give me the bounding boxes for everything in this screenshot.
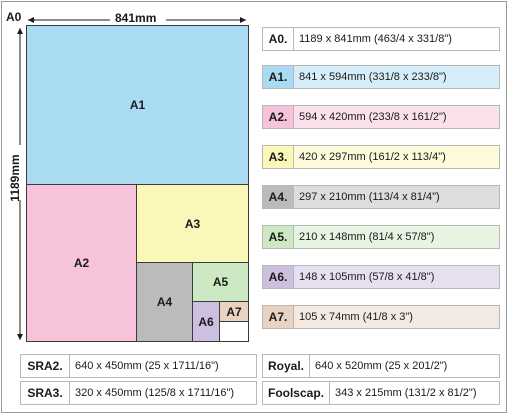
legend-tag: A1. <box>262 65 294 89</box>
a3-label: A3 <box>184 216 201 231</box>
a8-area <box>219 321 249 342</box>
bottom-tag: Foolscap. <box>262 381 330 405</box>
legend-desc: 841 x 594mm (331/8 x 233/8") <box>294 65 500 89</box>
bottom-row-sra2: SRA2. 640 x 450mm (25 x 1711/16") <box>20 354 257 378</box>
legend-desc: 420 x 297mm (161/2 x 113/4") <box>294 145 500 169</box>
bottom-desc: 640 x 450mm (25 x 1711/16") <box>70 354 257 378</box>
bottom-row-foolscap: Foolscap. 343 x 215mm (131/2 x 81/2") <box>262 381 500 405</box>
bottom-tag: SRA3. <box>20 381 70 405</box>
legend-row-a5: A5. 210 x 148mm (81/4 x 57/8") <box>262 225 500 249</box>
legend-row-a3: A3. 420 x 297mm (161/2 x 113/4") <box>262 145 500 169</box>
width-dimension-label: 841mm <box>115 11 157 25</box>
legend-tag: A6. <box>262 265 294 289</box>
legend-tag: A4. <box>262 185 294 209</box>
bottom-row-royal: Royal. 640 x 520mm (25 x 201/2") <box>262 354 500 378</box>
legend-tag: A5. <box>262 225 294 249</box>
a4-area: A4 <box>136 262 193 342</box>
bottom-desc: 343 x 215mm (131/2 x 81/2") <box>330 381 500 405</box>
a1-label: A1 <box>129 98 146 112</box>
a3-area: A3 <box>136 184 249 263</box>
a7-label: A7 <box>226 304 242 319</box>
legend-tag: A3. <box>262 145 294 169</box>
a5-area: A5 <box>192 262 249 302</box>
bottom-row-sra3: SRA3. 320 x 450mm (125/8 x 1711/16") <box>20 381 257 405</box>
a7-area: A7 <box>219 301 249 322</box>
legend-desc: 1189 x 841mm (463/4 x 331/8") <box>294 27 500 51</box>
legend-row-a7: A7. 105 x 74mm (41/8 x 3") <box>262 305 500 329</box>
legend-desc: 210 x 148mm (81/4 x 57/8") <box>294 225 500 249</box>
a2-area: A2 <box>26 184 137 342</box>
legend-row-a2: A2. 594 x 420mm (233/8 x 161/2") <box>262 105 500 129</box>
legend-row-a0: A0. 1189 x 841mm (463/4 x 331/8") <box>262 27 500 51</box>
a6-label: A6 <box>198 314 214 329</box>
legend-desc: 148 x 105mm (57/8 x 41/8") <box>294 265 500 289</box>
legend-row-a6: A6. 148 x 105mm (57/8 x 41/8") <box>262 265 500 289</box>
legend-row-a1: A1. 841 x 594mm (331/8 x 233/8") <box>262 65 500 89</box>
bottom-tag: SRA2. <box>20 354 70 378</box>
legend-row-a4: A4. 297 x 210mm (113/4 x 81/4") <box>262 185 500 209</box>
a4-label: A4 <box>156 295 173 309</box>
legend-desc: 105 x 74mm (41/8 x 3") <box>294 305 500 329</box>
bottom-desc: 320 x 450mm (125/8 x 1711/16") <box>70 381 257 405</box>
a2-label: A2 <box>73 256 90 270</box>
a5-label: A5 <box>212 275 229 289</box>
a1-area: A1 <box>26 25 249 185</box>
legend-desc: 594 x 420mm (233/8 x 161/2") <box>294 105 500 129</box>
legend-tag: A2. <box>262 105 294 129</box>
bottom-desc: 640 x 520mm (25 x 201/2") <box>310 354 500 378</box>
a6-area: A6 <box>192 301 220 342</box>
bottom-tag: Royal. <box>262 354 310 378</box>
legend-tag: A7. <box>262 305 294 329</box>
a0-label: A0 <box>6 10 22 24</box>
legend-desc: 297 x 210mm (113/4 x 81/4") <box>294 185 500 209</box>
legend-tag: A0. <box>262 27 294 51</box>
